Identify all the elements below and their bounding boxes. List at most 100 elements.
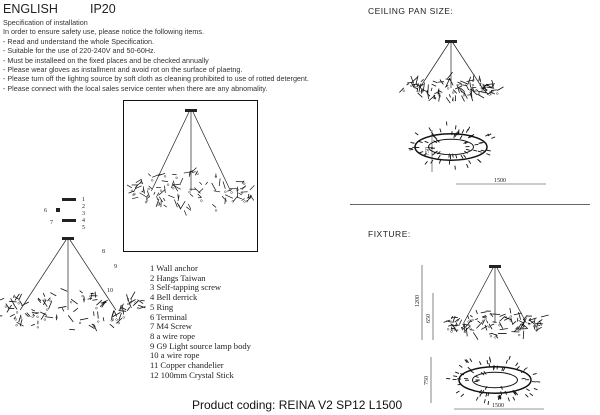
ring-part — [62, 219, 76, 222]
branch — [486, 320, 488, 323]
branch — [103, 317, 104, 321]
branch — [523, 331, 524, 339]
branch — [491, 333, 497, 335]
callout-5: 5 — [82, 225, 85, 231]
branch — [510, 308, 511, 313]
callout-3: 3 — [82, 211, 85, 217]
branch — [148, 174, 151, 176]
branch — [455, 318, 460, 322]
branch — [214, 191, 221, 192]
crystal — [490, 335, 492, 337]
fixture-width-dim: 1500 — [492, 403, 504, 409]
branch — [462, 96, 465, 102]
branch — [473, 150, 477, 151]
branch — [95, 292, 96, 298]
branch — [417, 88, 418, 92]
branch — [533, 373, 537, 374]
callout-4: 4 — [82, 218, 85, 224]
branch — [491, 137, 495, 139]
branch — [467, 164, 469, 168]
callout-8: 8 — [102, 249, 105, 255]
fixture-height-dim: 750 — [424, 376, 430, 385]
branch — [439, 93, 440, 101]
branch — [73, 308, 77, 312]
branch — [499, 395, 500, 399]
branch — [487, 150, 491, 151]
crystal — [164, 175, 166, 177]
branch — [212, 204, 216, 207]
branch — [432, 153, 435, 155]
crystal — [148, 188, 150, 190]
branch — [470, 371, 473, 373]
crystal — [472, 319, 474, 321]
branch — [525, 394, 528, 397]
crystal — [5, 306, 7, 308]
pan-width-dim: 1500 — [494, 178, 506, 184]
branch — [212, 183, 216, 191]
branch — [466, 85, 468, 90]
crystal — [172, 187, 174, 189]
branch — [530, 393, 533, 395]
branch — [453, 376, 457, 377]
branch — [499, 322, 502, 328]
crystal — [15, 319, 17, 321]
branch — [485, 325, 487, 331]
crystal — [37, 326, 39, 328]
branch — [464, 92, 467, 98]
branch — [500, 328, 508, 329]
branch — [184, 210, 186, 215]
crystal — [403, 90, 405, 92]
bell-derrick-part — [62, 198, 76, 201]
branch — [451, 327, 452, 330]
branch — [61, 288, 68, 291]
spec-item: - Please wear gloves as installment and … — [3, 65, 309, 74]
wire-rope — [464, 268, 493, 323]
branch — [452, 97, 453, 101]
branch — [199, 182, 201, 185]
branch — [98, 311, 99, 318]
callout-6: 6 — [44, 208, 47, 214]
crystal — [32, 316, 34, 318]
section-divider — [350, 204, 590, 205]
ceiling-canopy — [185, 109, 197, 112]
branch — [487, 84, 495, 85]
branch — [473, 332, 478, 339]
branch — [466, 129, 468, 133]
parts-list: 1 Wall anchor 2 Hangs Taiwan 3 Self-tapp… — [150, 264, 251, 380]
spec-item: - Must be installeed on the fixed places… — [3, 56, 309, 65]
branch — [470, 358, 472, 361]
branch — [516, 363, 518, 366]
branch — [50, 293, 56, 296]
branch — [223, 181, 225, 188]
branch — [127, 185, 132, 188]
branch — [509, 356, 510, 360]
crystal — [167, 184, 169, 186]
branch — [438, 155, 440, 158]
callout-7: 7 — [50, 220, 53, 226]
branch — [219, 178, 220, 186]
branch — [9, 301, 16, 302]
branch — [419, 84, 421, 92]
crystal — [224, 191, 226, 193]
branch — [476, 310, 477, 314]
specification-block: Specification of installation In order t… — [3, 18, 309, 93]
branch — [541, 315, 549, 317]
crystal — [44, 299, 46, 301]
crystal — [82, 295, 84, 297]
branch — [411, 142, 415, 143]
crystal — [496, 93, 498, 95]
crystal — [49, 300, 51, 302]
crystal — [488, 326, 490, 328]
branch — [481, 150, 485, 151]
branch — [497, 87, 503, 91]
fixture-drop-dim: 650 — [426, 314, 432, 323]
branch — [429, 128, 431, 131]
crystal — [447, 328, 449, 330]
branch — [449, 94, 450, 97]
exploded-assembly-diagram: 6 1 2 3 7 4 5 8 9 10 11 — [0, 195, 150, 345]
crystal — [411, 85, 413, 87]
branch — [407, 82, 413, 83]
branch — [491, 324, 494, 325]
branch — [154, 192, 155, 195]
branch — [198, 194, 202, 198]
